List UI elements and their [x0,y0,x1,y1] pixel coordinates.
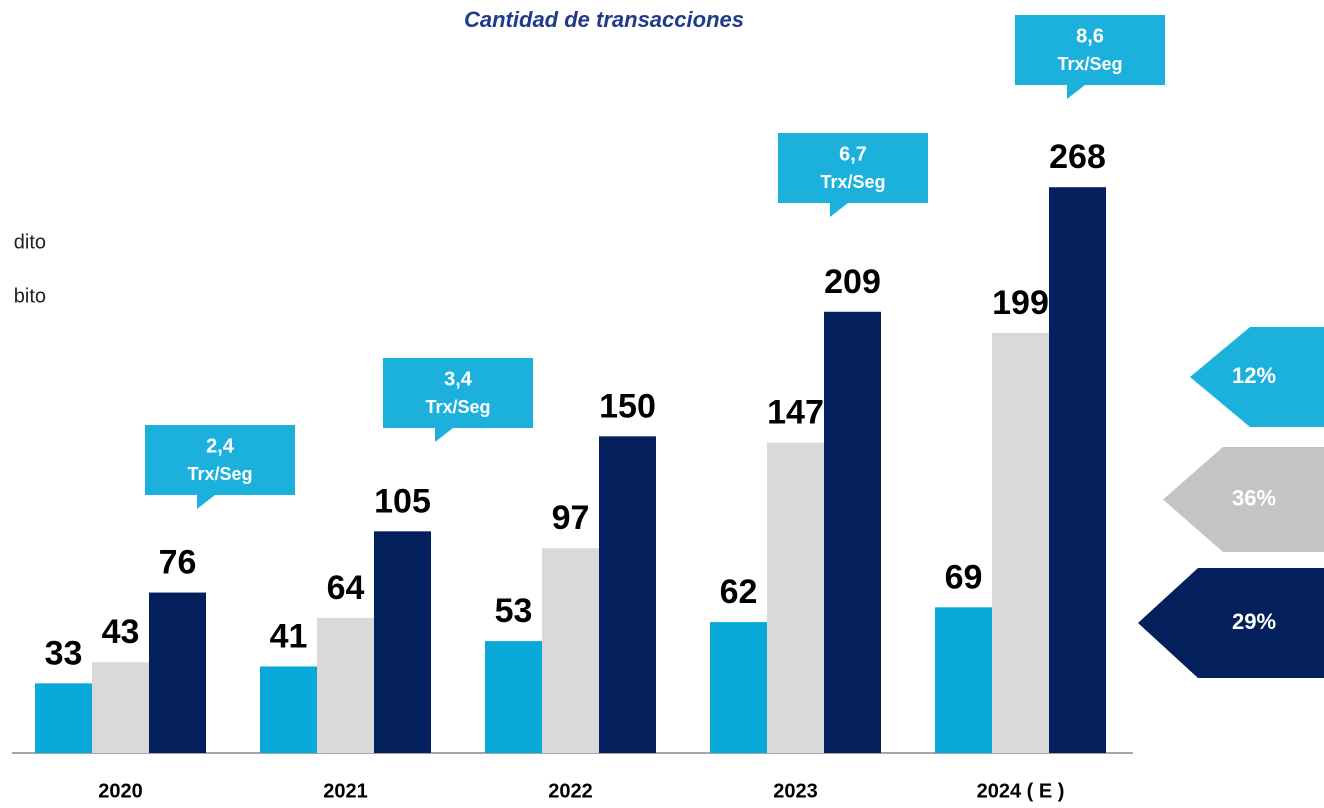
callout [778,133,928,217]
callout-unit: Trx/Seg [1057,54,1122,74]
callout-value: 3,4 [444,368,473,390]
value-label: 105 [374,482,431,520]
bar [992,332,1049,753]
value-label: 209 [824,263,881,301]
callout-value: 2,4 [206,435,235,457]
x-tick-label: 2024 ( E ) [977,780,1065,802]
bar [767,442,824,753]
value-label: 43 [102,613,140,651]
bar [542,548,599,753]
value-label: 62 [720,573,758,611]
value-label: 64 [327,569,365,607]
value-label: 199 [992,284,1049,322]
bar [374,531,431,753]
value-label: 147 [767,394,824,432]
value-label: 41 [270,617,308,655]
bar [1049,187,1106,753]
value-label: 33 [45,634,83,672]
chart-title: Cantidad de transacciones [464,7,744,32]
legend-label: dito [14,231,46,253]
growth-arrow [1163,447,1324,552]
x-tick-label: 2020 [98,780,143,802]
bar [149,592,206,753]
growth-label: 36% [1232,485,1276,510]
value-label: 97 [552,499,590,537]
callout-unit: Trx/Seg [187,464,252,484]
legend-label: bito [14,285,46,307]
callout-unit: Trx/Seg [820,172,885,192]
value-label: 150 [599,387,656,425]
growth-arrow [1138,568,1324,678]
growth-label: 29% [1232,609,1276,634]
callout [1015,15,1165,99]
value-label: 76 [159,544,197,582]
bar [317,617,374,753]
bar [260,666,317,753]
x-tick-label: 2023 [773,780,818,802]
bar [485,641,542,753]
bar [935,607,992,753]
value-label: 268 [1049,138,1106,176]
bar [710,622,767,753]
growth-arrow [1190,327,1324,427]
bar [92,662,149,753]
callout-unit: Trx/Seg [425,397,490,417]
bar [824,311,881,753]
value-label: 53 [495,592,533,630]
x-tick-label: 2022 [548,780,593,802]
value-label: 69 [945,558,983,596]
callout-value: 6,7 [839,143,867,165]
callout [145,425,295,509]
growth-label: 12% [1232,363,1276,388]
x-tick-label: 2021 [323,780,368,802]
bar [35,683,92,753]
bar [599,436,656,753]
callout [383,358,533,442]
callout-value: 8,6 [1076,25,1104,47]
